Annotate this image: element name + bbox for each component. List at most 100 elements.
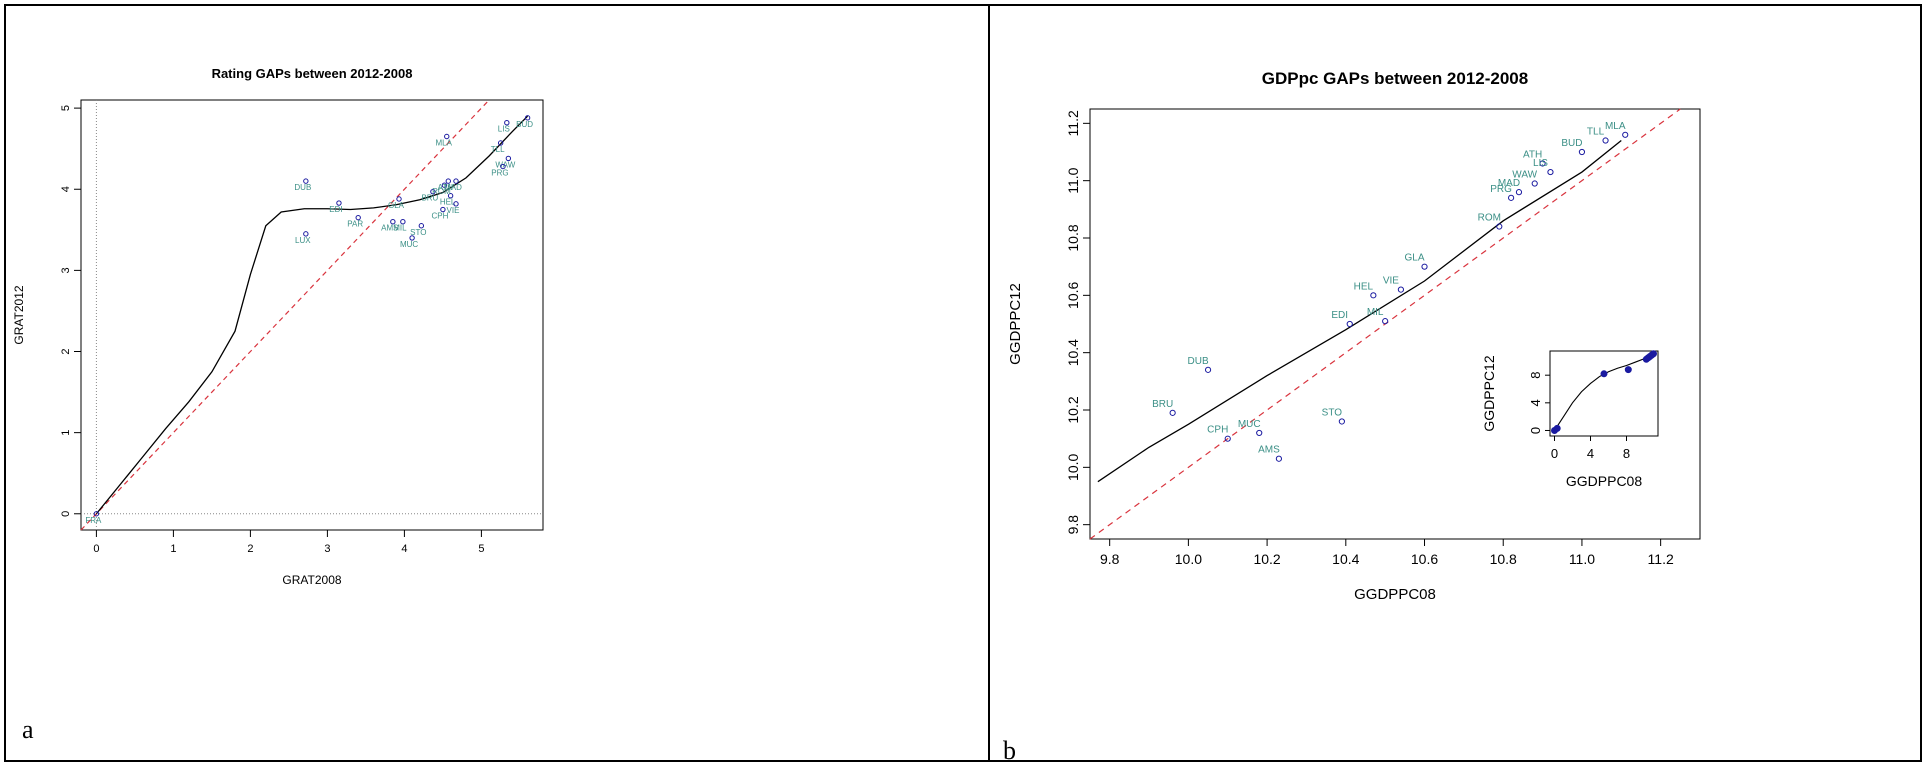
rating-data-point (409, 235, 415, 241)
gdppc-xtick-label: 11.0 (1569, 551, 1595, 567)
rating-point-label: AMS (381, 224, 398, 233)
rating-data-point (504, 120, 510, 126)
rating-point-label: DUB (294, 183, 311, 192)
rating-point-label: MAD (444, 183, 462, 192)
chart-panel-a: 0 1 2 3 4 5 0 1 2 3 4 5 Rating GAPs between 2012-200… (12, 66, 544, 587)
rating-data-point (430, 188, 436, 195)
rating-point-label: ATH (438, 183, 454, 192)
gdppc-data-point (1256, 429, 1263, 437)
rating-point-label: GLA (388, 201, 405, 210)
gdppc-chart-title: GDPpc GAPs between 2012-2008 (1262, 69, 1528, 88)
rating-point-label: BUD (516, 120, 533, 129)
gdppc-point-label: EDI (1331, 310, 1348, 321)
gdppc-data-point (1515, 189, 1523, 196)
inset-plot-box (1549, 350, 1659, 437)
inset-xtick-label: 8 (1623, 446, 1630, 461)
rating-point-label: LUX (295, 236, 311, 245)
rating-data-point (440, 206, 446, 213)
rating-point-label: MLA (436, 139, 453, 148)
gdppc-xtick-label: 10.6 (1411, 551, 1438, 567)
rating-point-label: PRG (491, 169, 508, 178)
inset-xtick-label: 4 (1587, 446, 1594, 461)
rating-point-label: VIE (447, 206, 460, 215)
gdppc-ytick-label: 9.8 (1065, 515, 1081, 535)
gdppc-point-label: AMS (1258, 445, 1280, 456)
gdppc-point-label: BRU (1152, 399, 1173, 410)
inset-ytick-label: 4 (1528, 399, 1543, 406)
rating-data-point (418, 223, 425, 229)
gdppc-plot: 9.8 10.0 10.2 10.4 10.6 10.8 11.0 11.2 9.8 10.0 10… (1007, 69, 1701, 603)
rating-data-point (497, 140, 504, 146)
rating-data-point (390, 218, 396, 225)
rating-ytick-label: 1 (60, 430, 72, 436)
rating-point-label: BRU (421, 194, 438, 203)
gdppc-data-point (1602, 137, 1609, 144)
rating-xtick-label: 0 (93, 543, 99, 555)
rating-fit-curve (95, 115, 529, 515)
gdppc-xtick-label: 10.4 (1332, 551, 1359, 567)
panel-label-b: b (1003, 736, 1016, 765)
gdppc-data-point (1370, 292, 1377, 299)
rating-point-label: FRA (85, 516, 102, 525)
rating-point-label: LIS (498, 125, 510, 134)
rating-data-point (441, 182, 448, 188)
gdppc-point-label: ATH (1523, 149, 1542, 160)
gdppc-point-label: MUC (1238, 419, 1261, 430)
gdppc-point-label: WAW (1512, 170, 1537, 181)
gdppc-point-label: PRG (1490, 184, 1512, 195)
gdppc-data-point (1275, 455, 1283, 462)
rating-point-label: HEL (440, 198, 456, 207)
rating-ytick-label: 2 (60, 348, 72, 354)
rating-data-point (303, 178, 309, 184)
inset-data-point (1553, 424, 1561, 432)
rating-plot-box (80, 99, 544, 531)
rating-data-point (303, 231, 309, 237)
panel-divider (988, 4, 990, 762)
gdppc-point-label: MIL (1367, 307, 1384, 318)
panel-label-a: a (22, 715, 34, 744)
inset-fit-curve (1554, 353, 1654, 431)
rating-data-point (355, 214, 361, 221)
rating-data-point (500, 163, 506, 170)
rating-data-point (524, 115, 531, 121)
gdppc-data-point (1169, 409, 1176, 416)
rating-y-axis-label: GRAT2012 (12, 285, 26, 344)
rating-point-label: TLL (491, 145, 505, 154)
rating-point-label: ROM (432, 187, 451, 196)
rating-xtick-label: 3 (324, 543, 330, 555)
gdppc-point-label: ROM (1478, 213, 1501, 224)
figure-frame (4, 4, 1922, 762)
rating-ytick-label: 0 (60, 511, 72, 517)
inset-data-point (1600, 370, 1608, 378)
rating-data-point (396, 196, 402, 202)
rating-data-point (505, 155, 512, 162)
inset-plot: 0 4 8 0 4 8 GGDPPC08 GGDPPC12 (1481, 350, 1659, 489)
inset-xtick-label: 0 (1551, 446, 1558, 461)
rating-point-label: STO (410, 228, 426, 237)
gdppc-xtick-label: 10.2 (1253, 551, 1280, 567)
gdppc-point-label: MAD (1498, 178, 1520, 189)
rating-xtick-label: 5 (478, 543, 484, 555)
chart-panel-b: 9.8 10.0 10.2 10.4 10.6 10.8 11.0 11.2 9.8 10.0 10… (1007, 69, 1701, 603)
rating-point-label: PAR (347, 220, 363, 229)
inset-data-point (1624, 366, 1632, 374)
inset-data-point (1650, 350, 1657, 358)
rating-data-point (453, 201, 459, 207)
gdppc-ytick-label: 10.4 (1065, 339, 1081, 366)
gdppc-ytick-label: 10.0 (1065, 453, 1081, 480)
gdppc-point-label: VIE (1383, 276, 1399, 287)
gdppc-ytick-label: 10.8 (1065, 224, 1081, 251)
gdppc-point-label: GLA (1405, 253, 1425, 264)
gdppc-ytick-label: 10.6 (1065, 281, 1081, 308)
gdppc-data-point (1224, 435, 1231, 442)
gdppc-point-label: TLL (1587, 127, 1605, 138)
gdppc-data-point (1204, 366, 1212, 373)
rating-data-point (400, 218, 406, 225)
gdppc-point-label: BUD (1561, 138, 1582, 149)
gdppc-xtick-label: 11.2 (1648, 551, 1674, 567)
gdppc-data-point (1496, 223, 1503, 230)
gdppc-fit-curve (1097, 140, 1622, 483)
gdppc-ytick-label: 11.2 (1065, 110, 1081, 136)
inset-ytick-label: 0 (1528, 427, 1543, 434)
rating-plot: 0 1 2 3 4 5 0 1 2 3 4 5 Rating GAPs between 2012-200… (12, 66, 544, 587)
